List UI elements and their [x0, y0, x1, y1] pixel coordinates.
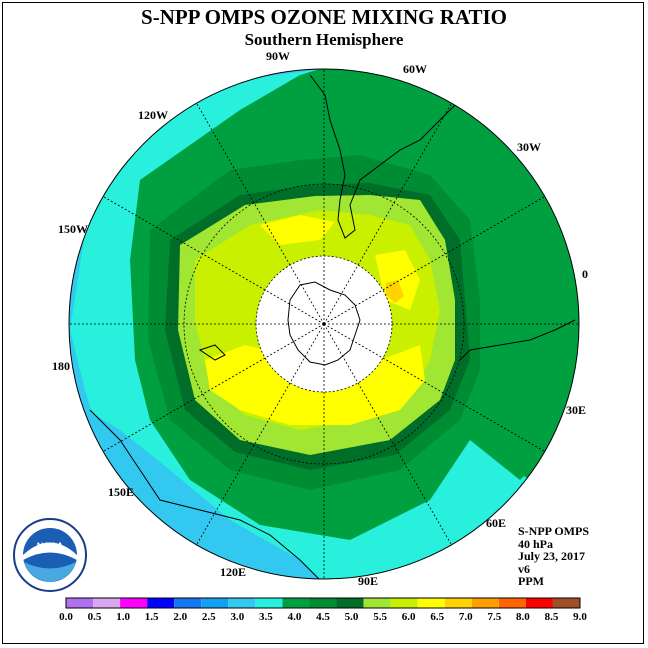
colorbar-tick-label: 4.0: [288, 611, 302, 623]
colorbar-tick-label: 3.5: [259, 611, 273, 623]
noaa-logo: NOAA: [13, 518, 87, 592]
info-level: 40 hPa: [518, 536, 554, 551]
australia-coast: [89, 409, 321, 579]
nz-coast: [198, 344, 226, 361]
colorbar-swatch: [552, 598, 580, 608]
colorbar-tick-label: 0.5: [88, 611, 102, 623]
lon-label-180: 180: [52, 359, 70, 373]
lon-label-120e: 120E: [220, 565, 246, 579]
colorbar-swatch: [174, 598, 202, 608]
lon-label-150e: 150E: [108, 485, 134, 499]
longitude-labels: 90W 60W 30W 0 30E 60E 90E 120E 150E 180 …: [52, 49, 588, 588]
colorbar-tick-label: 5.0: [345, 611, 359, 623]
colorbar-tick-label: 2.5: [202, 611, 216, 623]
lon-label-120w: 120W: [138, 108, 168, 122]
map-subtitle: Southern Hemisphere: [244, 30, 404, 49]
product-info: S-NPP OMPS 40 hPa July 23, 2017 v6 PPM: [518, 525, 589, 588]
colorbar-swatch: [255, 598, 283, 608]
lon-label-90w: 90W: [266, 49, 290, 63]
colorbar-tick-label: 0.0: [59, 611, 73, 623]
colorbar-swatch: [498, 598, 526, 608]
colorbar-tick-label: 1.0: [116, 611, 130, 623]
colorbar-tick-label: 9.0: [573, 611, 587, 623]
colorbar-swatch: [471, 598, 499, 608]
colorbar-swatch: [147, 598, 175, 608]
colorbar-swatch: [66, 598, 94, 608]
colorbar-swatch: [390, 598, 418, 608]
colorbar-tick-label: 6.5: [430, 611, 444, 623]
colorbar-tick-label: 2.0: [173, 611, 187, 623]
lon-label-150w: 150W: [58, 222, 88, 236]
colorbar-tick-label: 8.0: [516, 611, 530, 623]
colorbar-swatch: [525, 598, 553, 608]
colorbar-swatch: [417, 598, 445, 608]
graticule: [69, 69, 579, 579]
map-title: S-NPP OMPS OZONE MIXING RATIO: [141, 5, 507, 29]
colorbar-swatch: [363, 598, 391, 608]
antarctica-coast: [287, 281, 361, 366]
colorbar-tick-label: 4.5: [316, 611, 330, 623]
colorbar-tick-label: 7.5: [487, 611, 501, 623]
colorbar-tick-label: 5.5: [373, 611, 387, 623]
colorbar-swatch: [309, 598, 337, 608]
band-6-5-north: [260, 215, 335, 245]
colorbar-swatch: [120, 598, 148, 608]
colorbar-swatch: [336, 598, 364, 608]
map-boundary: [68, 68, 580, 580]
colorbar-swatch: [282, 598, 310, 608]
colorbar-swatch: [444, 598, 472, 608]
info-units: PPM: [518, 574, 544, 588]
colorbar-swatch: [201, 598, 229, 608]
info-date: July 23, 2017: [518, 549, 586, 563]
lon-label-30e: 30E: [566, 403, 586, 417]
info-product: S-NPP OMPS: [518, 524, 589, 538]
lon-label-30w: 30W: [517, 140, 541, 154]
south-america-coast: [309, 74, 461, 239]
colorbar-tick-label: 8.5: [545, 611, 559, 623]
lon-label-0: 0: [582, 267, 588, 281]
lon-label-60e: 60E: [486, 516, 506, 530]
colorbar-tick-label: 3.0: [230, 611, 244, 623]
colorbar-swatch: [228, 598, 256, 608]
colorbar-tick-label: 6.0: [402, 611, 416, 623]
colorbar-border: [65, 597, 581, 609]
colorbar-tick-label: 7.0: [459, 611, 473, 623]
logo-text: NOAA: [37, 541, 64, 551]
africa-coast: [459, 319, 576, 361]
lon-label-90e: 90E: [358, 574, 378, 588]
colorbar-swatch: [93, 598, 121, 608]
colorbar-tick-label: 1.5: [145, 611, 159, 623]
lon-label-60w: 60W: [403, 62, 427, 76]
info-version: v6: [518, 561, 530, 576]
